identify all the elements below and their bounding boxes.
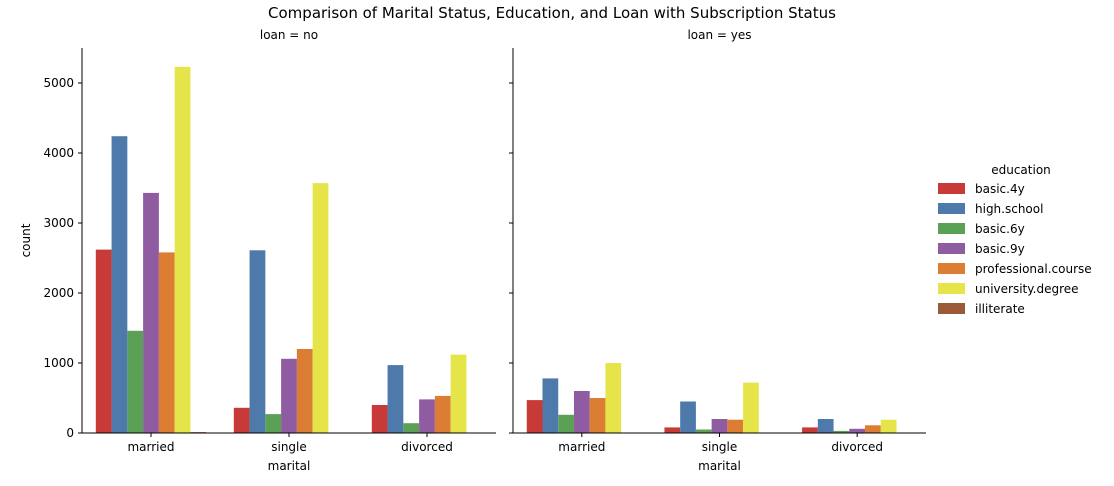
y-axis-label: count xyxy=(19,223,33,257)
bar-basic-9y-divorced xyxy=(419,399,435,433)
y-tick-label: 2000 xyxy=(43,286,74,300)
legend-swatch xyxy=(938,283,965,294)
legend-swatch xyxy=(938,263,965,274)
bar-basic-4y-single xyxy=(234,408,250,433)
legend-item-high-school: high.school xyxy=(938,202,1043,216)
x-tick-label: single xyxy=(702,440,738,454)
x-tick-label: married xyxy=(558,440,605,454)
bar-basic-6y-divorced xyxy=(403,423,419,433)
bar-high-school-single xyxy=(680,402,696,434)
panel-loan-no: loan = no 0 1000 2000 3000 4000 5000 married sin… xyxy=(19,28,496,473)
bar-professional-course-single xyxy=(297,349,313,433)
legend-item-illiterate: illiterate xyxy=(938,302,1025,316)
legend-label: illiterate xyxy=(975,302,1025,316)
bar-professional-course-divorced xyxy=(865,425,881,433)
bar-basic-9y-married xyxy=(574,391,590,433)
legend-item-university-degree: university.degree xyxy=(938,282,1079,296)
bar-basic-4y-married xyxy=(96,250,112,433)
bar-high-school-divorced xyxy=(388,365,404,433)
chart-panels: loan = no 0 1000 2000 3000 4000 5000 married sin… xyxy=(19,28,926,473)
bar-university-degree-married xyxy=(175,67,191,433)
bar-university-degree-single xyxy=(743,383,759,433)
bar-basic-9y-single xyxy=(281,359,297,433)
panel-title: loan = yes xyxy=(687,28,751,42)
bar-professional-course-single xyxy=(727,420,743,433)
bar-basic-6y-single xyxy=(265,414,281,433)
x-axis-label: marital xyxy=(698,459,741,473)
legend-item-professional-course: professional.course xyxy=(938,262,1092,276)
bar-basic-9y-divorced xyxy=(849,429,865,433)
panel-loan-yes: loan = yes married single divorced marital xyxy=(509,28,926,473)
legend-swatch xyxy=(938,303,965,314)
legend-swatch xyxy=(938,203,965,214)
bar-basic-6y-married xyxy=(558,415,574,433)
bar-basic-4y-divorced xyxy=(802,427,818,433)
x-tick-label: married xyxy=(127,440,174,454)
bar-basic-9y-single xyxy=(712,419,728,433)
bar-basic-9y-married xyxy=(143,193,159,433)
legend-label: basic.4y xyxy=(975,182,1025,196)
x-axis-label: marital xyxy=(268,459,311,473)
legend-swatch xyxy=(938,183,965,194)
bar-university-degree-divorced xyxy=(881,420,897,433)
y-tick-label: 4000 xyxy=(43,146,74,160)
legend-item-basic-9y: basic.9y xyxy=(938,242,1025,256)
bar-basic-6y-married xyxy=(127,331,143,433)
y-tick-label: 0 xyxy=(66,426,74,440)
x-tick-label: divorced xyxy=(831,440,883,454)
legend-label: university.degree xyxy=(975,282,1079,296)
y-tick-label: 3000 xyxy=(43,216,74,230)
bar-high-school-single xyxy=(250,250,266,433)
bar-university-degree-single xyxy=(313,183,329,433)
bar-professional-course-married xyxy=(590,398,606,433)
legend-label: high.school xyxy=(975,202,1043,216)
legend-label: basic.6y xyxy=(975,222,1025,236)
bar-high-school-married xyxy=(112,136,128,433)
legend: education basic.4y high.school basic.6y basi… xyxy=(938,163,1092,316)
x-tick-label: divorced xyxy=(401,440,453,454)
legend-swatch xyxy=(938,243,965,254)
bar-basic-6y-single xyxy=(696,430,712,434)
legend-item-basic-4y: basic.4y xyxy=(938,182,1025,196)
bar-basic-4y-married xyxy=(527,400,543,433)
y-tick-label: 5000 xyxy=(43,76,74,90)
bar-high-school-divorced xyxy=(818,419,834,433)
panel-title: loan = no xyxy=(260,28,318,42)
bar-high-school-married xyxy=(543,378,559,433)
bar-university-degree-married xyxy=(605,363,621,433)
bar-university-degree-divorced xyxy=(451,355,467,433)
x-tick-label: single xyxy=(271,440,307,454)
legend-label: professional.course xyxy=(975,262,1092,276)
legend-swatch xyxy=(938,223,965,234)
bar-basic-4y-single xyxy=(664,427,680,433)
legend-item-basic-6y: basic.6y xyxy=(938,222,1025,236)
bar-basic-4y-divorced xyxy=(372,405,388,433)
chart-title: Comparison of Marital Status, Education,… xyxy=(268,4,836,22)
legend-title: education xyxy=(991,163,1051,177)
bar-professional-course-married xyxy=(159,252,175,433)
y-tick-label: 1000 xyxy=(43,356,74,370)
bar-professional-course-divorced xyxy=(435,396,451,433)
legend-label: basic.9y xyxy=(975,242,1025,256)
